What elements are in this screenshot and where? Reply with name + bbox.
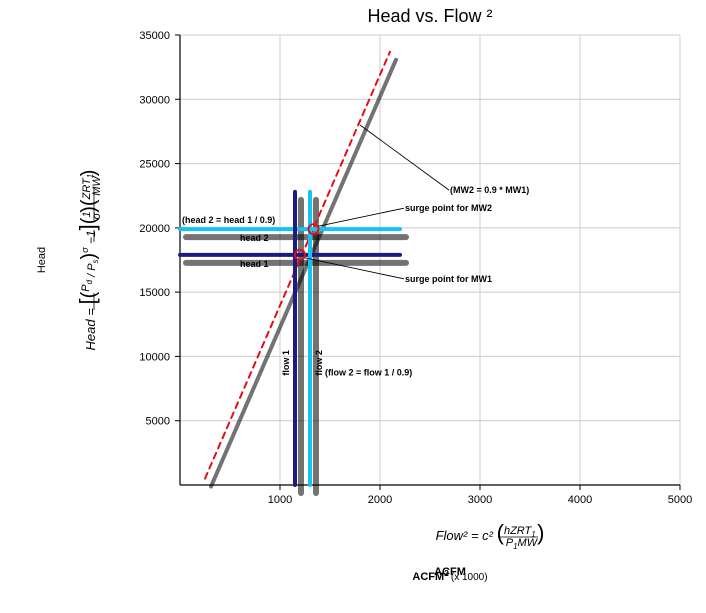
y-tick-label: 25000	[139, 159, 170, 171]
x-tick-label: 2000	[368, 494, 392, 506]
svg-text:Head = [(Pd / Ps)σ −1](1σ)(ZRT: Head = [(Pd / Ps)σ −1](1σ)(ZRT1MW)	[75, 170, 103, 351]
flow2-label: flow 2	[314, 350, 324, 376]
flow1-label: flow 1	[281, 350, 291, 376]
x-tick-label: 5000	[668, 494, 692, 506]
surge-mw2-anno: surge point for MW2	[405, 203, 492, 213]
head-vs-flow-chart: Head vs. Flow ² 1000 2000 3000 4000 5000 5000 1…	[0, 0, 706, 613]
head1-label: head 1	[240, 259, 269, 269]
flow2-eq-anno: (flow 2 = flow 1 / 0.9)	[325, 368, 412, 378]
y-tick-label: 10000	[139, 351, 170, 363]
x-axis-label-full: ACFM2 (x 1000)	[412, 569, 487, 583]
chart-title: Head vs. Flow ²	[367, 6, 492, 26]
head2-label: head 2	[240, 233, 269, 243]
y-tick-label: 35000	[139, 30, 170, 42]
svg-text:Flow² = c² (hZRT1P1MW): Flow² = c² (hZRT1P1MW)	[436, 520, 545, 551]
y-tick-label: 30000	[139, 94, 170, 106]
y-tick-label: 20000	[139, 223, 170, 235]
mw2-eq-anno: (MW2 = 0.9 * MW1)	[450, 185, 529, 195]
leader-line	[360, 125, 449, 190]
x-tick-label: 1000	[268, 494, 292, 506]
x-tick-label: 4000	[568, 494, 592, 506]
y-tick-label: 15000	[139, 287, 170, 299]
y-axis-equation: Head = [(Pd / Ps)σ −1](1σ)(ZRT1MW)	[75, 170, 103, 351]
head2-eq-anno: (head 2 = head 1 / 0.9)	[182, 215, 275, 225]
y-axis-label: Head	[36, 247, 48, 273]
surge-mw1-anno: surge point for MW1	[405, 274, 492, 284]
x-axis-equation: Flow² = c² (hZRT1P1MW)	[436, 520, 545, 551]
y-tick-label: 5000	[146, 416, 170, 428]
x-tick-label: 3000	[468, 494, 492, 506]
